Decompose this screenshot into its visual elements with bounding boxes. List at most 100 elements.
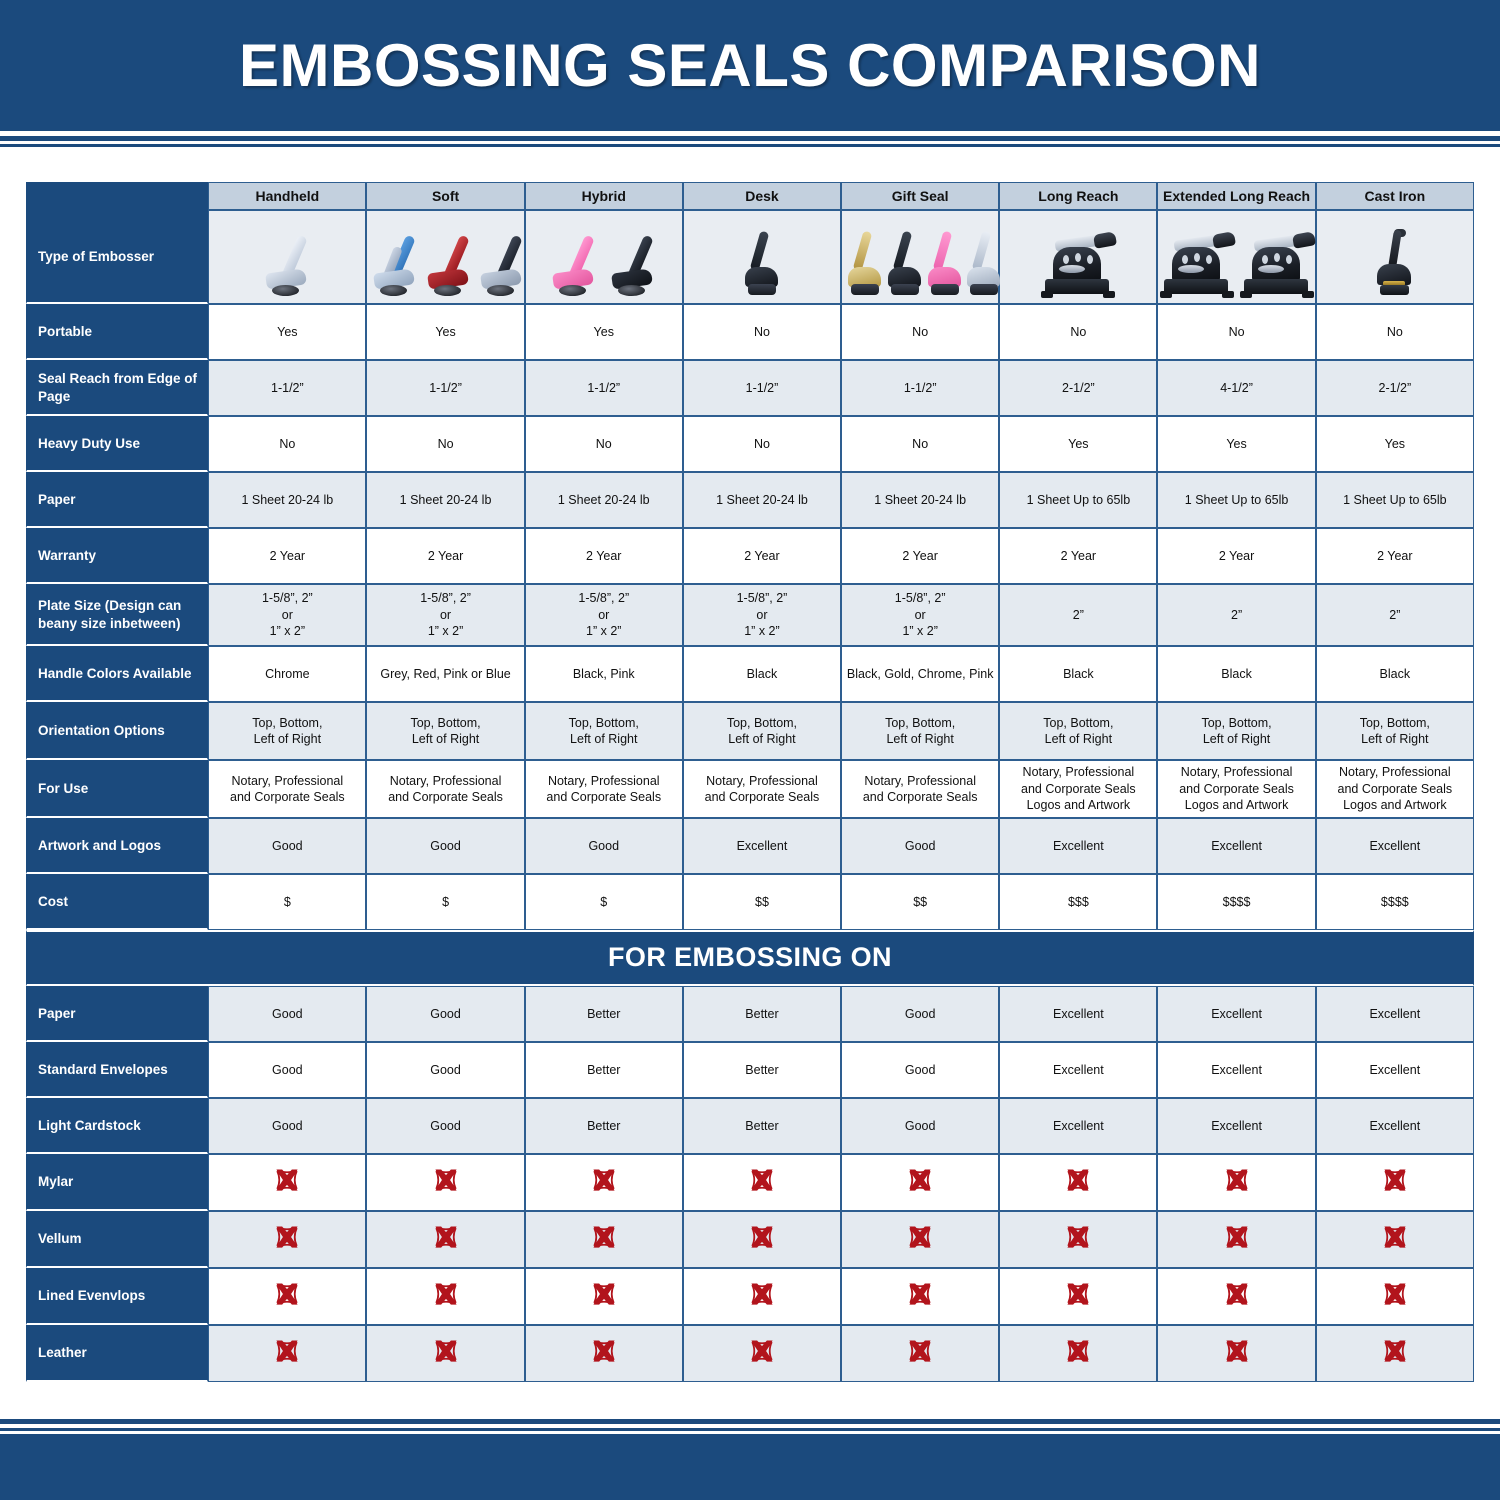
table-row: Vellum: [26, 1211, 1474, 1268]
cell-orientation-options-handheld: Top, Bottom, Left of Right: [208, 702, 367, 760]
table-row: Portable Yes Yes Yes No No No No No: [26, 304, 1474, 360]
row-label-warranty: Warranty: [26, 528, 209, 584]
cell-type-of-embosser-extended-long-reach: [1157, 210, 1317, 304]
x-mark-icon: [591, 1224, 617, 1250]
embosser-illustration: [421, 233, 471, 299]
cell-type-of-embosser-cast-iron: [1315, 210, 1474, 304]
cell-orientation-options-gift-seal: Top, Bottom, Left of Right: [841, 702, 1000, 760]
cell-standard-envelopes-gift-seal: Good: [841, 1042, 1000, 1098]
cell-handle-colors-available-gift-seal: Black, Gold, Chrome, Pink: [841, 646, 1000, 702]
x-mark-icon: [433, 1281, 459, 1307]
x-mark-icon: [591, 1167, 617, 1193]
cell-type-of-embosser-gift-seal: [841, 210, 1001, 304]
table-row: Cost $ $ $ $$ $$ $$$ $$$$ $$$$: [26, 874, 1474, 930]
cell-paper-gift-seal: 1 Sheet 20-24 lb: [841, 472, 1000, 528]
cell-lined-evenvlops-handheld: [208, 1268, 367, 1325]
table-row: Heavy Duty Use No No No No No Yes Yes Yes: [26, 416, 1474, 472]
cell-cost-cast-iron: $$$$: [1315, 874, 1474, 930]
table-header-row: Handheld Soft Hybrid Desk Gift Seal Long Reac…: [26, 182, 1474, 210]
x-mark-icon: [591, 1281, 617, 1307]
row-label-for-use: For Use: [26, 760, 209, 818]
table-row: Handle Colors Available Chrome Grey, Red, …: [26, 646, 1474, 702]
x-mark-icon: [1382, 1338, 1408, 1364]
cell-seal-reach-from-edge-of-page-hybrid: 1-1/2”: [524, 360, 683, 416]
cell-plate-size-design-can-beany-size-inbetwe-desk: 1-5/8”, 2” or 1” x 2”: [682, 584, 842, 646]
cell-for-use-desk: Notary, Professional and Corporate Seals: [682, 760, 842, 818]
column-header-extended-long-reach[interactable]: Extended Long Reach: [1157, 182, 1316, 210]
cell-leather-soft: [366, 1325, 525, 1382]
cell-vellum-gift-seal: [841, 1211, 1000, 1268]
embosser-illustration: [259, 233, 315, 299]
cell-paper-extended-long-reach: 1 Sheet Up to 65lb: [1157, 472, 1316, 528]
row-label-lined-evenvlops: Lined Evenvlops: [26, 1268, 209, 1325]
cell-warranty-desk: 2 Year: [682, 528, 842, 584]
table-row: Artwork and Logos Good Good Good Excellent Go…: [26, 818, 1474, 874]
column-header-hybrid[interactable]: Hybrid: [524, 182, 683, 210]
cell-plate-size-design-can-beany-size-inbetwe-cast-iron: 2”: [1315, 584, 1474, 646]
x-mark-icon: [274, 1167, 300, 1193]
comparison-table-wrapper: Handheld Soft Hybrid Desk Gift Seal Long Reac…: [26, 182, 1474, 1382]
x-mark-icon: [907, 1224, 933, 1250]
cell-plate-size-design-can-beany-size-inbetwe-soft: 1-5/8”, 2” or 1” x 2”: [366, 584, 525, 646]
table-row: Mylar: [26, 1154, 1474, 1211]
row-label-plate-size-design-can-beany-size-inbetwe: Plate Size (Design can beany size inbetw…: [26, 584, 209, 646]
cell-mylar-handheld: [208, 1154, 367, 1211]
table-row: Light Cardstock Good Good Better Better Good E…: [26, 1098, 1474, 1154]
cell-seal-reach-from-edge-of-page-soft: 1-1/2”: [366, 360, 525, 416]
column-header-long-reach[interactable]: Long Reach: [999, 182, 1158, 210]
x-mark-icon: [907, 1281, 933, 1307]
embosser-illustration: [605, 233, 661, 299]
row-label-leather: Leather: [26, 1325, 209, 1382]
cell-standard-envelopes-long-reach: Excellent: [999, 1042, 1158, 1098]
x-mark-icon: [433, 1167, 459, 1193]
x-mark-icon: [1382, 1281, 1408, 1307]
cell-mylar-gift-seal: [841, 1154, 1000, 1211]
table-row: Paper Good Good Better Better Good Excellent Ex…: [26, 986, 1474, 1042]
cell-orientation-options-hybrid: Top, Bottom, Left of Right: [524, 702, 683, 760]
embosser-illustration: [367, 233, 417, 299]
row-label-portable: Portable: [26, 304, 209, 360]
cell-heavy-duty-use-soft: No: [366, 416, 525, 472]
table-row: Paper 1 Sheet 20-24 lb 1 Sheet 20-24 lb 1 S…: [26, 472, 1474, 528]
embosser-illustration: [1039, 231, 1118, 299]
cell-artwork-and-logos-desk: Excellent: [682, 818, 842, 874]
row-label-cost: Cost: [26, 874, 209, 930]
cell-standard-envelopes-extended-long-reach: Excellent: [1157, 1042, 1316, 1098]
row-label-seal-reach-from-edge-of-page: Seal Reach from Edge of Page: [26, 360, 209, 416]
cell-light-cardstock-long-reach: Excellent: [999, 1098, 1158, 1154]
row-label-artwork-and-logos: Artwork and Logos: [26, 818, 209, 874]
row-label-light-cardstock: Light Cardstock: [26, 1098, 209, 1154]
cell-heavy-duty-use-hybrid: No: [524, 416, 683, 472]
table-corner-cell: [26, 182, 209, 210]
header-rule-thick: [0, 136, 1500, 141]
cell-handle-colors-available-handheld: Chrome: [208, 646, 367, 702]
x-mark-icon: [274, 1338, 300, 1364]
cell-plate-size-design-can-beany-size-inbetwe-long-reach: 2”: [999, 584, 1158, 646]
cell-paper-long-reach: Excellent: [999, 986, 1158, 1042]
column-header-cast-iron[interactable]: Cast Iron: [1315, 182, 1474, 210]
cell-for-use-gift-seal: Notary, Professional and Corporate Seals: [841, 760, 1000, 818]
cell-orientation-options-long-reach: Top, Bottom, Left of Right: [999, 702, 1158, 760]
cell-light-cardstock-handheld: Good: [208, 1098, 367, 1154]
column-header-desk[interactable]: Desk: [682, 182, 842, 210]
cell-standard-envelopes-cast-iron: Excellent: [1315, 1042, 1474, 1098]
column-header-gift-seal[interactable]: Gift Seal: [841, 182, 1000, 210]
cell-plate-size-design-can-beany-size-inbetwe-extended-long-reach: 2”: [1157, 584, 1316, 646]
cell-artwork-and-logos-hybrid: Good: [524, 818, 683, 874]
column-header-handheld[interactable]: Handheld: [208, 182, 367, 210]
cell-orientation-options-soft: Top, Bottom, Left of Right: [366, 702, 525, 760]
section-banner-row: FOR EMBOSSING ON: [26, 930, 1474, 986]
cell-handle-colors-available-desk: Black: [682, 646, 842, 702]
cell-vellum-extended-long-reach: [1157, 1211, 1316, 1268]
column-header-soft[interactable]: Soft: [366, 182, 525, 210]
cell-leather-long-reach: [999, 1325, 1158, 1382]
cell-heavy-duty-use-gift-seal: No: [841, 416, 1000, 472]
cell-vellum-long-reach: [999, 1211, 1158, 1268]
cell-heavy-duty-use-extended-long-reach: Yes: [1157, 416, 1316, 472]
row-label-type-of-embosser: Type of Embosser: [26, 210, 209, 304]
x-mark-icon: [1065, 1167, 1091, 1193]
cell-standard-envelopes-desk: Better: [682, 1042, 842, 1098]
row-label-heavy-duty-use: Heavy Duty Use: [26, 416, 209, 472]
cell-light-cardstock-hybrid: Better: [524, 1098, 683, 1154]
x-mark-icon: [433, 1224, 459, 1250]
